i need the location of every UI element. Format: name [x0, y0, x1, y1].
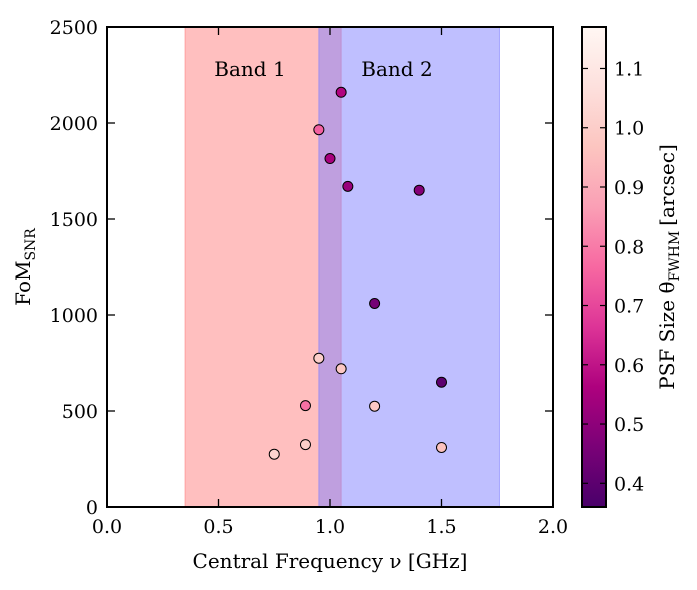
data-points [268, 86, 447, 460]
data-point [335, 86, 347, 98]
y-tick-label: 0 [86, 497, 98, 519]
data-point [335, 363, 347, 375]
x-tick-label: 1.0 [315, 516, 345, 538]
band-1-label: Band 1 [214, 57, 285, 81]
band-labels: Band 1 Band 2 [214, 57, 432, 81]
x-tick-label: 2.0 [538, 516, 568, 538]
colorbar [581, 26, 607, 508]
data-point [413, 184, 425, 196]
colorbar-tick-label: 1.1 [614, 58, 644, 80]
data-point [369, 400, 381, 412]
colorbar-tick-label: 0.7 [614, 296, 644, 318]
colorbar-tick-label: 0.9 [614, 177, 644, 199]
x-tick-label: 0.0 [92, 516, 122, 538]
data-point [324, 153, 336, 165]
band-1-region [184, 27, 342, 507]
x-tick-label: 1.5 [426, 516, 456, 538]
x-axis-title: Central Frequency ν [GHz] [193, 549, 468, 573]
colorbar-tick-label: 0.5 [614, 414, 644, 436]
y-tick-label: 2000 [50, 113, 98, 135]
band-2-label: Band 2 [361, 57, 432, 81]
colorbar-tick-label: 0.6 [614, 355, 644, 377]
y-tick-label: 500 [62, 401, 98, 423]
colorbar-tick-label: 1.0 [614, 118, 644, 140]
data-point [313, 352, 325, 364]
x-tick-label: 0.5 [203, 516, 233, 538]
x-tick-labels: 0.0 0.5 1.0 1.5 2.0 [92, 516, 568, 538]
data-point [369, 297, 381, 309]
y-tick-label: 1000 [50, 305, 98, 327]
frequency-bands [184, 27, 500, 507]
data-point [268, 448, 280, 460]
y-tick-labels: 0 500 1000 1500 2000 2500 [50, 17, 98, 519]
band-2-region [318, 27, 500, 507]
data-point [436, 376, 447, 388]
colorbar-title-subscript: FWHM [667, 231, 683, 282]
y-axis-title-main: FoM [11, 261, 35, 306]
colorbar-tick-label: 0.8 [614, 236, 644, 258]
data-point [299, 439, 311, 451]
colorbar-ticks: 0.4 0.5 0.6 0.7 0.8 0.9 1.0 1.1 [582, 58, 644, 495]
data-point [342, 180, 354, 192]
colorbar-title-unit: [arcsec] [655, 144, 679, 226]
y-axis-title-subscript: SNR [23, 228, 39, 261]
colorbar-tick-label: 0.4 [614, 473, 644, 495]
colorbar-title: PSF Size θFWHM [arcsec] [655, 144, 683, 390]
axis-ticks [106, 26, 554, 508]
y-tick-label: 2500 [50, 17, 98, 39]
colorbar-title-main: PSF Size θ [655, 281, 679, 389]
data-point [436, 441, 447, 453]
y-axis-title: FoMSNR [11, 228, 39, 306]
y-tick-label: 1500 [50, 209, 98, 231]
data-point [299, 400, 311, 412]
data-point [313, 124, 325, 136]
